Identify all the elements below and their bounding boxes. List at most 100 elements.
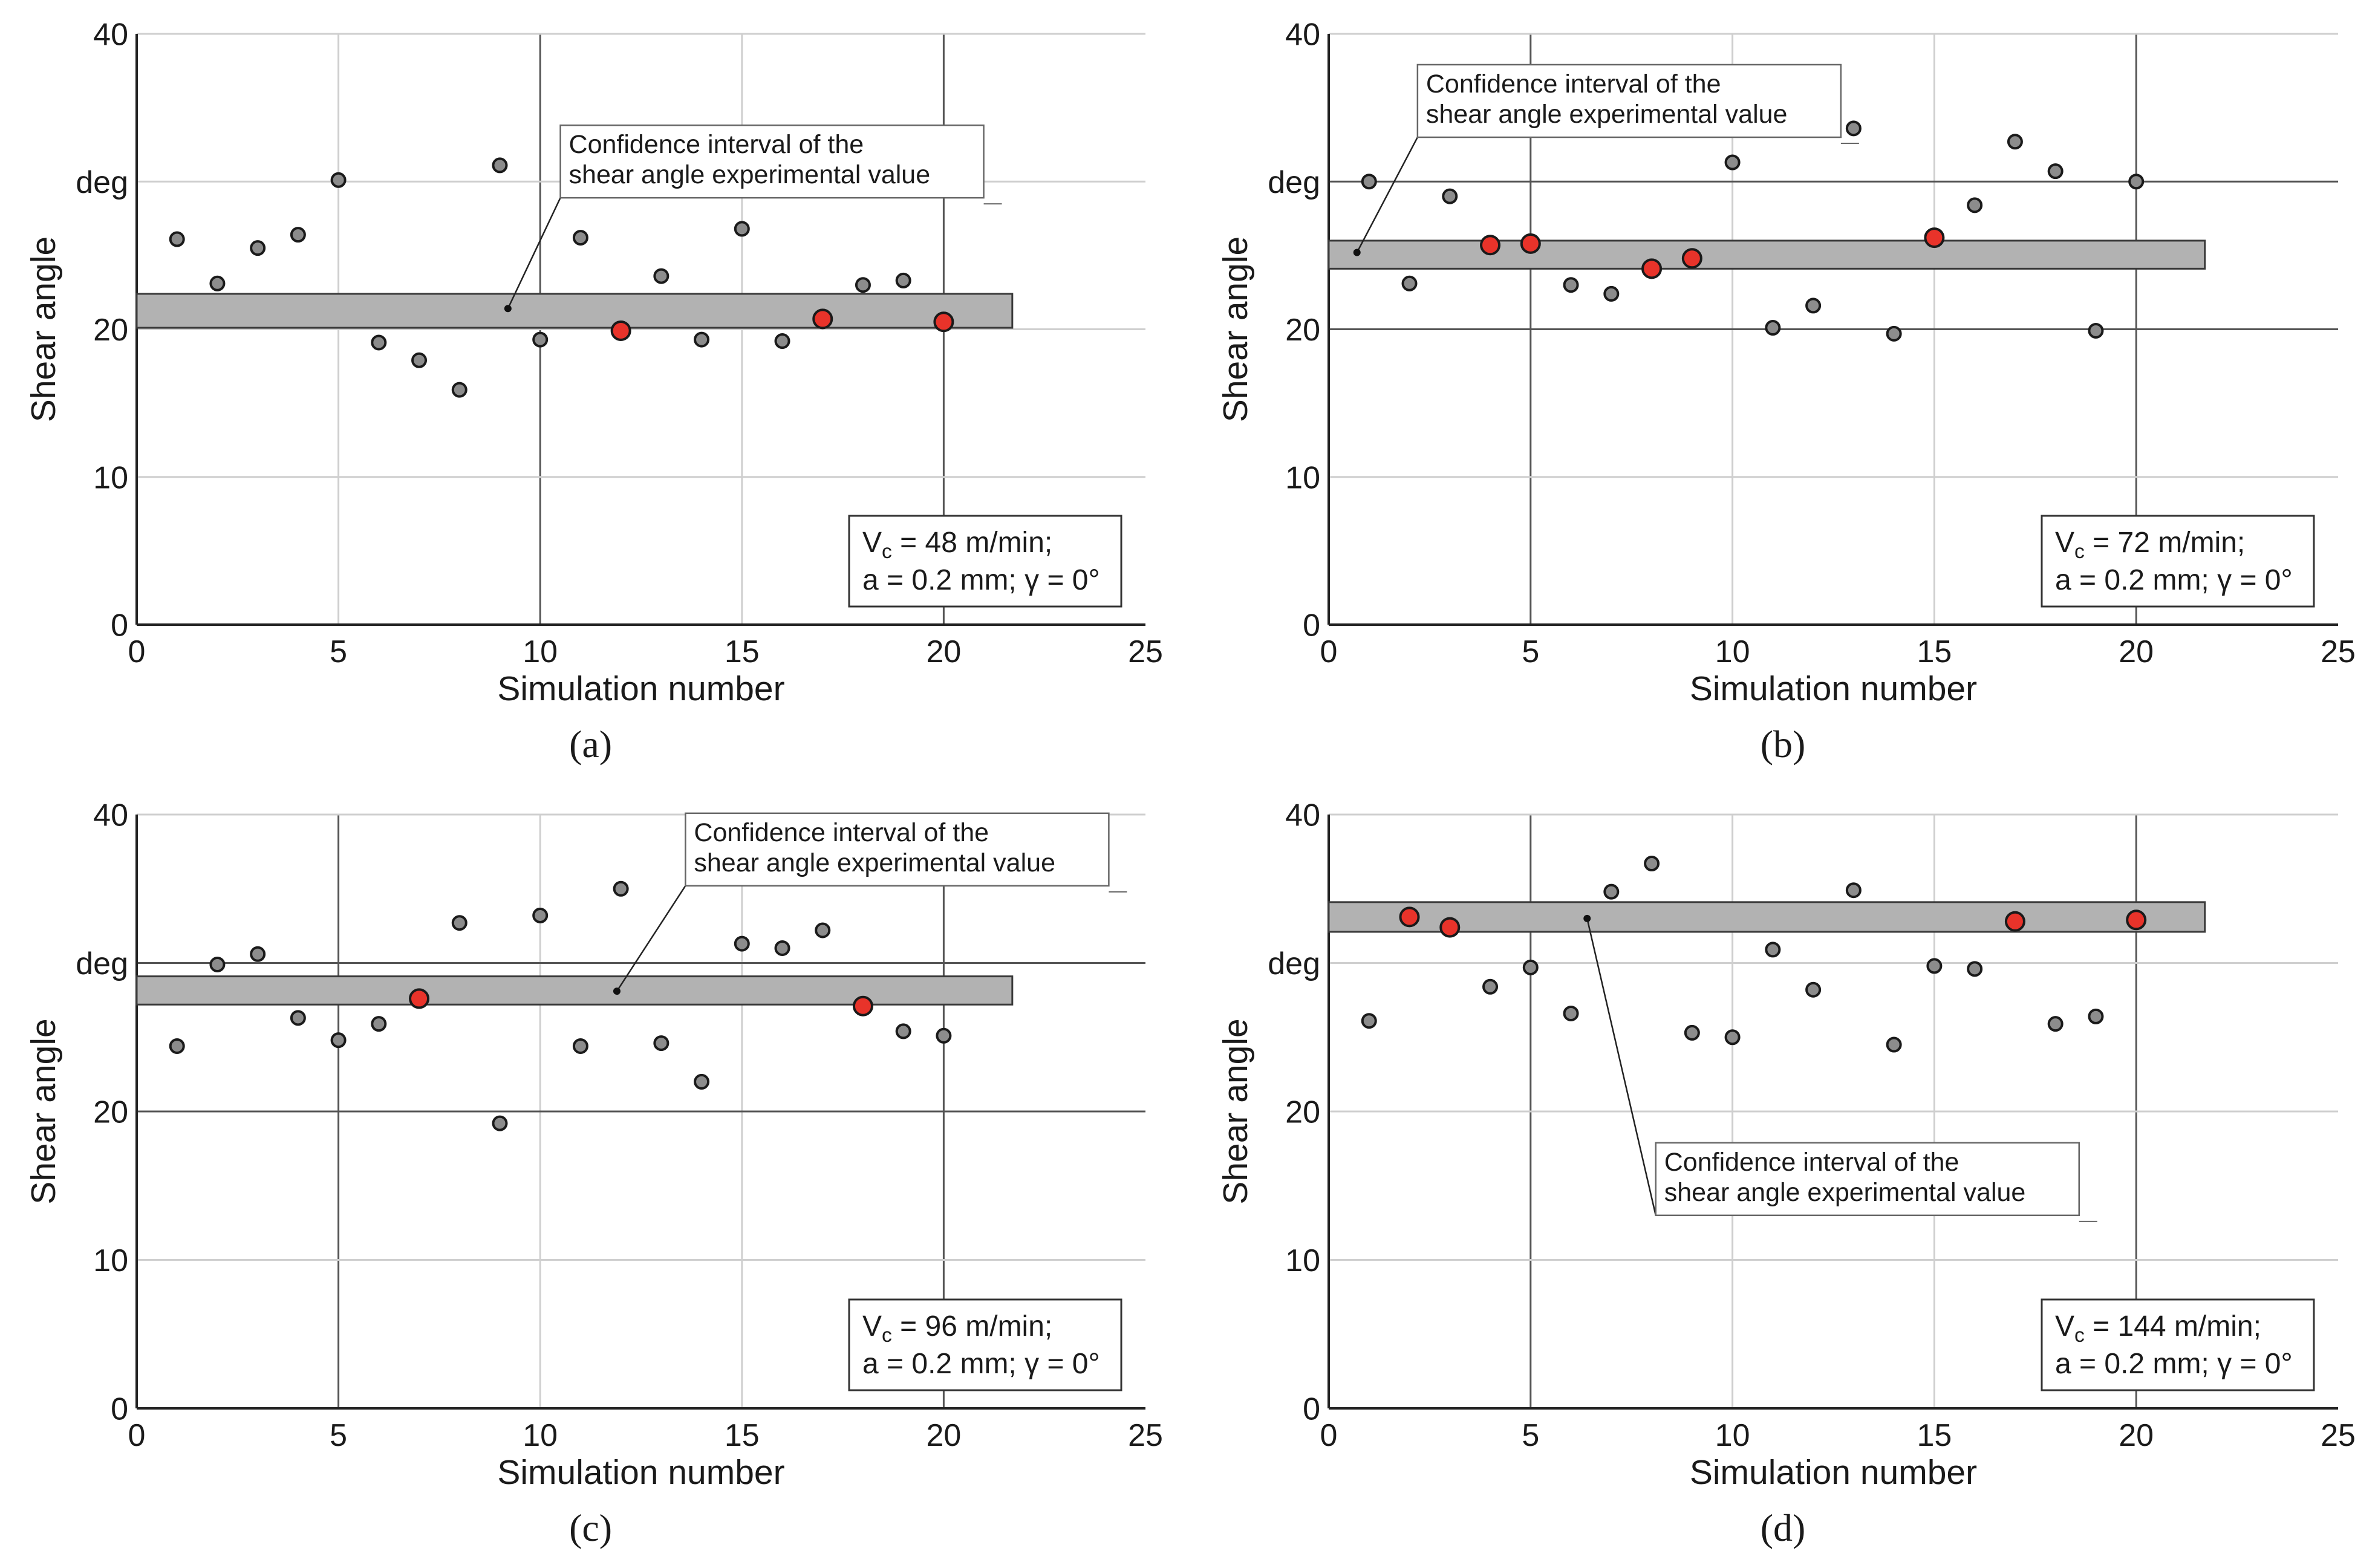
x-tick-label: 25 — [2321, 1418, 2356, 1453]
chart-panel-c: 0 10 20 deg 40 0 5 10 15 20 25 Simulation number She… — [24, 798, 1163, 1549]
x-tick-label: 25 — [2321, 634, 2356, 669]
y-tick-label: 20 — [93, 313, 128, 348]
x-axis-label: Simulation number — [497, 669, 784, 708]
y-axis-label: Shear angle — [1216, 236, 1255, 422]
x-tick-label: 25 — [1128, 1418, 1163, 1453]
data-point-in-interval — [2126, 909, 2147, 931]
annotation-text: shear angle experimental value — [1664, 1178, 2026, 1207]
data-point — [290, 227, 306, 243]
data-point — [1886, 1036, 1902, 1053]
data-point — [694, 331, 710, 348]
y-axis-label: Shear angle — [24, 1018, 63, 1204]
legend-cutting-speed: Vc = 48 m/min; — [862, 527, 1052, 563]
data-point-in-interval — [1480, 235, 1501, 256]
y-tick-label: 20 — [1285, 313, 1320, 348]
data-point — [694, 1073, 710, 1090]
x-tick-label: 5 — [330, 1418, 347, 1453]
data-point — [1724, 1029, 1741, 1046]
y-tick-label: 20 — [93, 1095, 128, 1130]
chart-panel-a: 0 10 20 deg 40 0 5 10 15 20 25 Simulation number She… — [24, 18, 1163, 766]
y-tick-label: deg — [76, 165, 128, 200]
data-point — [1482, 978, 1499, 995]
x-tick-label: 20 — [2119, 1418, 2154, 1453]
confidence-interval-band — [1327, 901, 2206, 933]
data-point — [2007, 134, 2023, 150]
x-tick-label: 10 — [1715, 634, 1750, 669]
panel-caption: (c) — [569, 1506, 612, 1549]
data-point — [2128, 174, 2145, 190]
data-point — [451, 915, 467, 931]
x-axis-label: Simulation number — [497, 1453, 784, 1492]
data-point-in-interval — [1520, 233, 1541, 254]
data-point — [815, 922, 831, 939]
data-point — [1967, 961, 1983, 977]
annotation-leader — [1356, 137, 1418, 253]
y-tick-label: deg — [1268, 165, 1320, 200]
data-point — [1644, 856, 1660, 872]
data-point — [169, 1038, 185, 1054]
data-point — [492, 157, 508, 174]
data-point-in-interval — [409, 988, 430, 1009]
data-point — [532, 331, 549, 348]
data-point — [1603, 285, 1620, 302]
data-point — [209, 275, 226, 291]
data-point — [1401, 275, 1418, 291]
data-point — [1361, 1013, 1377, 1029]
x-axis-label: Simulation number — [1690, 669, 1977, 708]
y-tick-label: 40 — [93, 798, 128, 833]
annotation-box — [559, 124, 985, 199]
y-tick-label: 0 — [111, 1392, 128, 1427]
x-tick-label: 0 — [128, 1418, 146, 1453]
x-tick-label: 10 — [523, 634, 558, 669]
annotation-anchor-dot — [1583, 914, 1591, 922]
y-tick-label: deg — [1268, 946, 1320, 981]
data-point — [411, 352, 428, 368]
condition-legend-box — [2041, 1298, 2315, 1391]
annotation-text: shear angle experimental value — [694, 848, 1055, 877]
x-tick-label: 15 — [1917, 1418, 1952, 1453]
data-point-in-interval — [1641, 258, 1663, 279]
annotation-anchor-dot — [1353, 249, 1361, 256]
data-point — [774, 940, 790, 956]
confidence-interval-band — [1327, 239, 2206, 270]
data-point-in-interval — [852, 995, 873, 1017]
annotation-box — [1416, 63, 1842, 138]
data-point-in-interval — [812, 308, 833, 330]
data-point — [653, 1035, 669, 1052]
y-tick-label: 0 — [111, 608, 128, 643]
y-axis-label: Shear angle — [24, 236, 63, 422]
data-point — [653, 268, 669, 284]
y-tick-label: 10 — [1285, 1243, 1320, 1278]
data-point — [1765, 942, 1781, 958]
condition-legend-box — [2041, 515, 2315, 608]
condition-legend-box — [848, 515, 1122, 608]
legend-parameters: a = 0.2 mm; γ = 0° — [2055, 1348, 2293, 1380]
x-tick-label: 20 — [2119, 634, 2154, 669]
y-tick-label: deg — [76, 946, 128, 981]
data-point — [1361, 174, 1377, 190]
data-point — [1684, 1024, 1700, 1041]
x-tick-label: 5 — [330, 634, 347, 669]
data-point — [1603, 883, 1620, 900]
annotation-text: Confidence interval of the — [1426, 70, 1721, 99]
x-tick-label: 10 — [1715, 1418, 1750, 1453]
data-point — [1967, 197, 1983, 213]
legend-cutting-speed: Vc = 144 m/min; — [2055, 1310, 2261, 1347]
annotation-text: Confidence interval of the — [569, 130, 864, 159]
annotation-text: shear angle experimental value — [569, 160, 931, 189]
data-point — [734, 935, 750, 952]
data-point — [613, 880, 629, 897]
data-point — [451, 382, 467, 398]
legend-cutting-speed: Vc = 72 m/min; — [2055, 527, 2245, 563]
y-tick-label: 10 — [1285, 460, 1320, 495]
data-point — [2047, 1016, 2064, 1032]
data-point — [1845, 120, 1862, 137]
x-tick-label: 25 — [1128, 634, 1163, 669]
data-point — [1926, 958, 1943, 974]
data-point-in-interval — [610, 320, 631, 341]
data-point — [169, 231, 185, 247]
y-tick-label: 40 — [1285, 18, 1320, 53]
x-tick-label: 20 — [926, 634, 961, 669]
x-tick-label: 20 — [926, 1418, 961, 1453]
